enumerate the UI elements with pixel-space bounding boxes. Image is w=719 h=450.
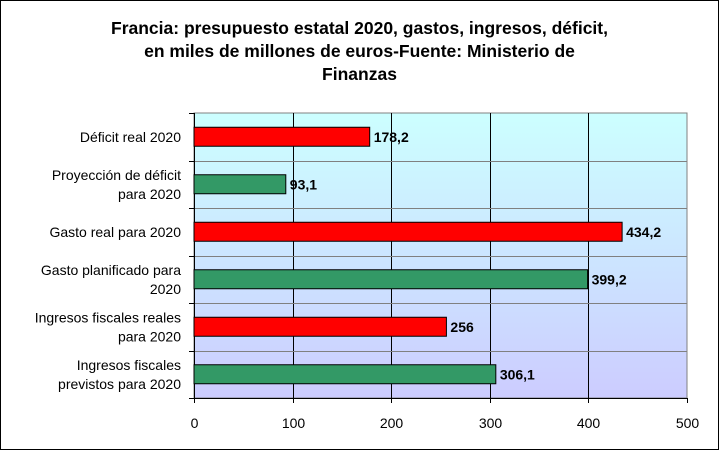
category-label: Proyección de déficit: [52, 167, 181, 183]
bar: [193, 221, 623, 242]
data-label: 256: [450, 319, 474, 335]
data-label: 93,1: [290, 176, 317, 192]
data-label: 399,2: [592, 271, 627, 287]
x-tick-label: 200: [380, 415, 404, 431]
x-tick-label: 500: [676, 415, 700, 431]
bar: [193, 174, 287, 195]
category-label: Déficit real 2020: [80, 129, 181, 145]
category-label: Gasto planificado para: [41, 262, 181, 278]
category-label: Gasto real para 2020: [49, 224, 181, 240]
bar: [193, 364, 497, 385]
chart-title-line-2: en miles de millones de euros-Fuente: Mi…: [144, 41, 575, 61]
bar: [193, 316, 447, 337]
category-label: Ingresos fiscales reales: [35, 309, 181, 325]
bar: [193, 269, 589, 290]
plot-area: [193, 112, 688, 399]
category-label: para 2020: [118, 328, 181, 344]
data-label: 434,2: [626, 224, 661, 240]
category-label: para 2020: [118, 186, 181, 202]
bar: [193, 126, 371, 147]
data-label: 178,2: [374, 129, 409, 145]
category-label: previstos para 2020: [58, 376, 181, 392]
x-tick-label: 100: [282, 415, 306, 431]
x-tick-label: 400: [577, 415, 601, 431]
category-label: Ingresos fiscales: [77, 357, 181, 373]
chart-title-line-1: Francia: presupuesto estatal 2020, gasto…: [111, 18, 608, 38]
chart-title-line-3: Finanzas: [322, 64, 397, 84]
x-tick-label: 0: [191, 415, 199, 431]
category-label: 2020: [150, 281, 181, 297]
chart-title: Francia: presupuesto estatal 2020, gasto…: [60, 17, 659, 86]
data-label: 306,1: [500, 366, 535, 382]
x-tick-label: 300: [479, 415, 503, 431]
